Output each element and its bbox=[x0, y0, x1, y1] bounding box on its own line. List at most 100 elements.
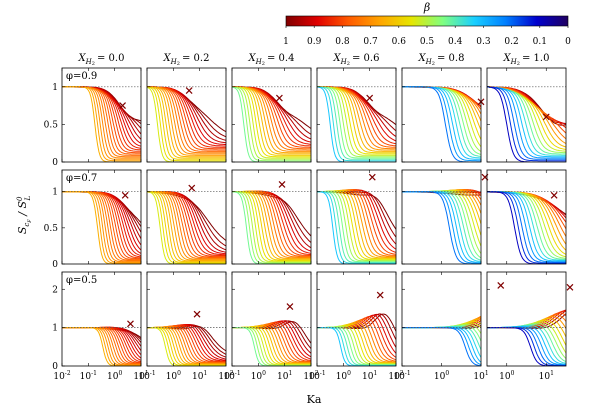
y-tick-label: 0.5 bbox=[44, 120, 59, 130]
row-label: φ=0.7 bbox=[66, 173, 97, 184]
series-line bbox=[232, 86, 311, 158]
y-tick-label: 1 bbox=[52, 324, 58, 334]
panel-frame bbox=[486, 271, 567, 367]
x-tick-label: 100 bbox=[434, 370, 449, 382]
series-line bbox=[232, 86, 311, 159]
series-line bbox=[62, 191, 141, 260]
series-line bbox=[232, 190, 311, 256]
series-line bbox=[402, 86, 481, 148]
panel-frame bbox=[146, 271, 227, 367]
column-title: XH2 = 0.8 bbox=[418, 53, 465, 67]
series-line bbox=[487, 191, 566, 264]
series-line bbox=[232, 191, 311, 264]
series-line bbox=[487, 325, 566, 365]
series-line bbox=[232, 190, 311, 258]
y-axis-label: ScF / S0L bbox=[16, 195, 33, 234]
panel-frame bbox=[401, 271, 482, 367]
series-line bbox=[147, 326, 226, 365]
series-line bbox=[147, 191, 226, 264]
colorbar-gradient bbox=[285, 15, 569, 27]
series-line bbox=[147, 86, 226, 162]
series-line bbox=[147, 191, 226, 264]
panel bbox=[486, 169, 567, 265]
colorbar-tick-label: 0.6 bbox=[392, 37, 407, 47]
series-line bbox=[62, 191, 141, 259]
panel-frame bbox=[61, 67, 142, 163]
peak-marker bbox=[188, 184, 196, 192]
series-line bbox=[147, 86, 226, 158]
series-line bbox=[402, 326, 481, 358]
colorbar-tick-label: 0.9 bbox=[307, 37, 322, 47]
panel-frame bbox=[61, 169, 142, 265]
y-tick-label: 1 bbox=[52, 83, 58, 93]
series-line bbox=[317, 191, 396, 264]
peak-marker bbox=[185, 87, 193, 94]
series-line bbox=[147, 326, 226, 365]
peak-marker bbox=[550, 191, 558, 199]
series-line bbox=[317, 86, 396, 158]
series-line bbox=[232, 327, 311, 366]
x-tick-label: 101 bbox=[192, 370, 207, 382]
column-title: XH2 = 0.4 bbox=[248, 53, 295, 67]
panel-frame bbox=[486, 67, 567, 163]
panel: 2 1 0 φ=0.5 10-2 10-1 100 101 bbox=[52, 271, 149, 382]
panel bbox=[231, 169, 312, 265]
y-tick-label: 0 bbox=[52, 362, 58, 372]
x-tick-label: 100 bbox=[251, 370, 266, 382]
panel-frame bbox=[231, 271, 312, 367]
series-line bbox=[147, 191, 226, 263]
panel-frame bbox=[231, 169, 312, 265]
x-tick-label: 100 bbox=[107, 370, 122, 382]
colorbar-tick-label: 0.7 bbox=[363, 37, 378, 47]
colorbar-tick-label: 0.8 bbox=[335, 37, 350, 47]
series-line bbox=[232, 191, 311, 249]
series-line bbox=[62, 86, 141, 155]
series-line bbox=[232, 86, 311, 160]
peak-marker bbox=[119, 102, 126, 110]
series-line bbox=[62, 191, 141, 256]
panel: 10-1 100 101 102 bbox=[308, 271, 404, 382]
panel bbox=[146, 67, 227, 163]
column-title: XH2 = 1.0 bbox=[503, 53, 550, 67]
x-tick-label: 102 bbox=[218, 370, 233, 382]
panel-frame bbox=[401, 67, 482, 163]
column-title: XH2 = 0.2 bbox=[163, 53, 210, 67]
panel-frame bbox=[316, 169, 397, 265]
x-tick-label: 101 bbox=[133, 370, 148, 382]
panel bbox=[231, 67, 312, 163]
series-line bbox=[487, 191, 566, 264]
x-tick-label: 101 bbox=[362, 370, 377, 382]
series-line bbox=[317, 191, 396, 263]
panel: 100 101 bbox=[486, 271, 574, 382]
series-line bbox=[402, 191, 481, 264]
column-title: XH2 = 0.6 bbox=[333, 53, 380, 67]
panel: 10-1 100 101 102 bbox=[138, 271, 234, 382]
y-tick-label: 0.5 bbox=[44, 224, 59, 234]
x-tick-label: 100 bbox=[499, 370, 514, 382]
series-line bbox=[487, 86, 566, 160]
series-line bbox=[232, 191, 311, 263]
panel-frame bbox=[316, 271, 397, 367]
panel bbox=[316, 67, 397, 163]
panel bbox=[316, 169, 397, 265]
panel-frame bbox=[316, 67, 397, 163]
x-tick-label: 10-1 bbox=[138, 370, 155, 382]
series-line bbox=[232, 191, 311, 263]
peak-marker bbox=[497, 282, 505, 289]
y-tick-label: 2 bbox=[52, 285, 58, 295]
series-line bbox=[147, 327, 226, 366]
panel-frame bbox=[146, 67, 227, 163]
x-tick-label: 10-1 bbox=[80, 370, 97, 382]
peak-marker bbox=[286, 303, 294, 310]
series-line bbox=[147, 86, 226, 159]
panel: 10-1 100 101 102 bbox=[223, 271, 319, 382]
panel-frame bbox=[401, 169, 482, 265]
series-line bbox=[487, 319, 566, 346]
series-line bbox=[317, 191, 396, 264]
panel bbox=[401, 169, 489, 265]
peak-marker bbox=[193, 310, 201, 318]
x-tick-label: 101 bbox=[473, 370, 488, 382]
peak-marker bbox=[542, 113, 550, 121]
x-tick-label: 100 bbox=[336, 370, 351, 382]
colorbar-tick-label: 0.5 bbox=[420, 37, 435, 47]
